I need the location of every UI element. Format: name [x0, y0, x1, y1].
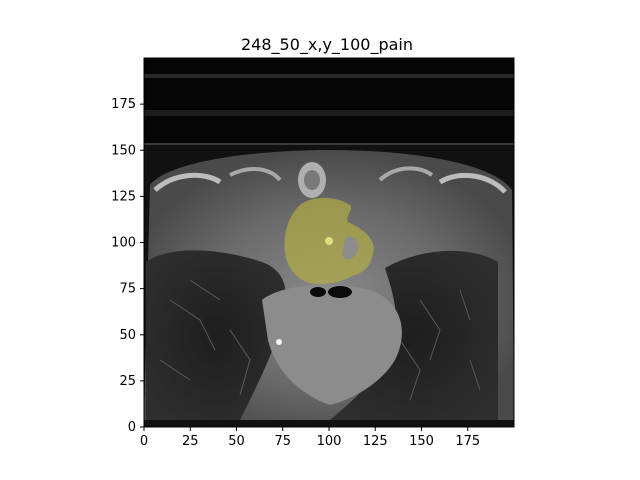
y-tick-label: 75 [119, 282, 136, 297]
y-tick-label: 125 [111, 189, 136, 204]
x-tick-label: 75 [274, 434, 291, 449]
chart-title: 248_50_x,y_100_pain [241, 35, 413, 55]
y-tick-label: 150 [111, 143, 136, 158]
y-tick-label: 0 [128, 420, 136, 435]
y-tick-label: 50 [119, 328, 136, 343]
x-tick-label: 25 [182, 434, 199, 449]
x-tick-label: 50 [228, 434, 245, 449]
x-tick-label: 125 [363, 434, 388, 449]
y-axis: 0 25 50 75 100 125 150 175 [111, 97, 144, 435]
x-tick-label: 0 [140, 434, 148, 449]
y-tick-label: 100 [111, 236, 136, 251]
y-tick-label: 175 [111, 97, 136, 112]
ct-scan-image [144, 58, 514, 427]
x-tick-label: 150 [409, 434, 434, 449]
x-tick-label: 100 [317, 434, 342, 449]
x-axis: 0 25 50 75 100 125 150 175 [140, 427, 480, 449]
y-tick-label: 25 [119, 374, 136, 389]
x-tick-label: 175 [455, 434, 480, 449]
